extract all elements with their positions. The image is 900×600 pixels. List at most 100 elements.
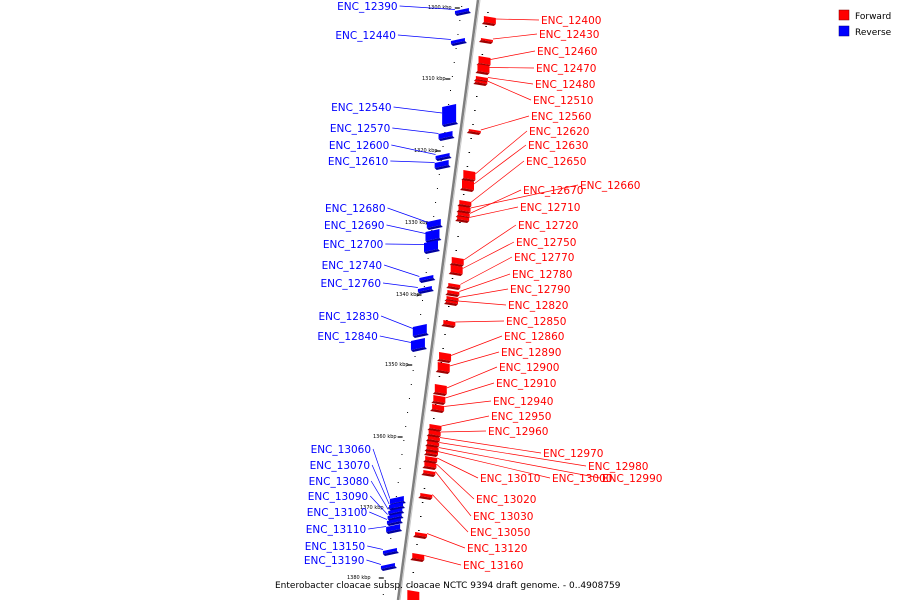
forward-gene [413, 532, 428, 539]
forward-gene-label: ENC_13050 [470, 527, 530, 539]
forward-gene [481, 16, 496, 26]
legend-label-forward: Forward [855, 12, 891, 22]
reverse-leader [390, 160, 435, 163]
gene-edge [389, 506, 406, 511]
gene-body [457, 212, 470, 217]
forward-gene [432, 384, 447, 396]
forward-leader [432, 494, 469, 533]
minor-tick [422, 300, 423, 301]
gene-body [424, 240, 438, 252]
forward-gene-label: ENC_12750 [516, 237, 576, 249]
minor-tick [410, 384, 412, 385]
forward-gene-label: ENC_12650 [526, 156, 586, 168]
minor-tick [407, 412, 409, 413]
reverse-leader [372, 448, 391, 499]
reverse-leader [393, 106, 443, 114]
legend-label-reverse: Reverse [855, 28, 892, 38]
forward-gene-label: ENC_12900 [499, 362, 559, 374]
gene-body [434, 384, 447, 394]
minor-tick [444, 132, 446, 133]
gene-edge [449, 263, 464, 267]
minor-tick [423, 488, 426, 489]
gene-edge [434, 165, 451, 170]
forward-gene [424, 446, 439, 453]
reverse-gene-label: ENC_13080 [309, 476, 369, 488]
gene-edge [444, 302, 458, 306]
gene-edge [437, 359, 452, 363]
gene-edge [441, 324, 456, 328]
minor-tick [446, 320, 448, 321]
gene-edge [430, 409, 445, 413]
gene-edge [410, 558, 425, 562]
minor-tick [453, 62, 455, 63]
forward-gene-label: ENC_12670 [523, 185, 583, 197]
gene-body [410, 338, 425, 350]
reverse-gene-label: ENC_12440 [335, 30, 395, 42]
gene-body [426, 446, 439, 451]
minor-tick [433, 216, 435, 217]
forward-leader [457, 300, 507, 306]
minor-tick [474, 110, 476, 111]
minor-tick [466, 166, 469, 167]
forward-gene [448, 265, 463, 276]
gene-edge [388, 511, 405, 516]
gene-body [423, 470, 436, 475]
forward-leader [436, 463, 475, 500]
minor-tick [487, 12, 489, 13]
forward-gene [455, 216, 470, 223]
tick-label: 1320 kbp [414, 148, 438, 154]
tick-label: 1330 kbp [405, 220, 429, 226]
gene-body [450, 38, 465, 44]
tick-label: 1350 kbp [385, 362, 409, 368]
minor-tick [390, 538, 392, 539]
tick-label: 1340 kbp [396, 292, 420, 298]
reverse-gene [410, 338, 427, 352]
gene-edge [418, 496, 433, 500]
forward-leader [487, 77, 534, 85]
forward-gene-label: ENC_12990 [602, 473, 662, 485]
reverse-gene-label: ENC_12540 [331, 102, 391, 114]
forward-gene-label: ENC_13120 [467, 543, 527, 555]
gene-edge [412, 333, 429, 338]
reverse-gene [388, 508, 405, 516]
forward-leader [440, 430, 487, 433]
forward-gene-label: ENC_12630 [528, 140, 588, 152]
minor-tick [438, 376, 441, 377]
forward-leader [450, 335, 503, 356]
forward-gene-label: ENC_13030 [473, 511, 533, 523]
genome-axis [396, 0, 480, 600]
reverse-leader [369, 511, 388, 520]
tick-label: 1310 kbp [422, 76, 446, 82]
reverse-gene-label: ENC_13150 [305, 541, 365, 553]
forward-leader [455, 320, 505, 323]
gene-edge [425, 439, 440, 443]
forward-gene [461, 170, 476, 182]
gene-body [463, 170, 476, 180]
forward-leader [446, 366, 498, 389]
reverse-leader [370, 480, 389, 510]
forward-gene-label: ENC_12510 [533, 95, 593, 107]
forward-gene-label: ENC_12620 [529, 126, 589, 138]
minor-tick [405, 426, 407, 427]
forward-gene-label: ENC_13020 [476, 494, 536, 506]
gene-body [419, 275, 434, 281]
forward-gene-label: ENC_12460 [537, 46, 597, 58]
minor-tick [436, 188, 438, 189]
forward-gene [475, 64, 490, 75]
label-leader-lines [366, 5, 601, 566]
minor-tick [459, 20, 461, 21]
minor-tick [481, 54, 484, 55]
gene-body [446, 296, 459, 301]
forward-gene [478, 38, 493, 44]
forward-leader [462, 241, 515, 269]
gene-edge [419, 278, 436, 283]
minor-tick [451, 76, 453, 77]
gene-labels: ENC_12390 ENC_12440 ENC_12540 ENC_12570 ENC_… [304, 1, 663, 572]
forward-gene-label: ENC_12980 [588, 461, 648, 473]
reverse-gene [435, 153, 452, 161]
minor-tick [451, 278, 454, 279]
reverse-gene-label: ENC_12390 [337, 1, 397, 13]
forward-gene [418, 493, 433, 500]
forward-leader [490, 50, 536, 60]
